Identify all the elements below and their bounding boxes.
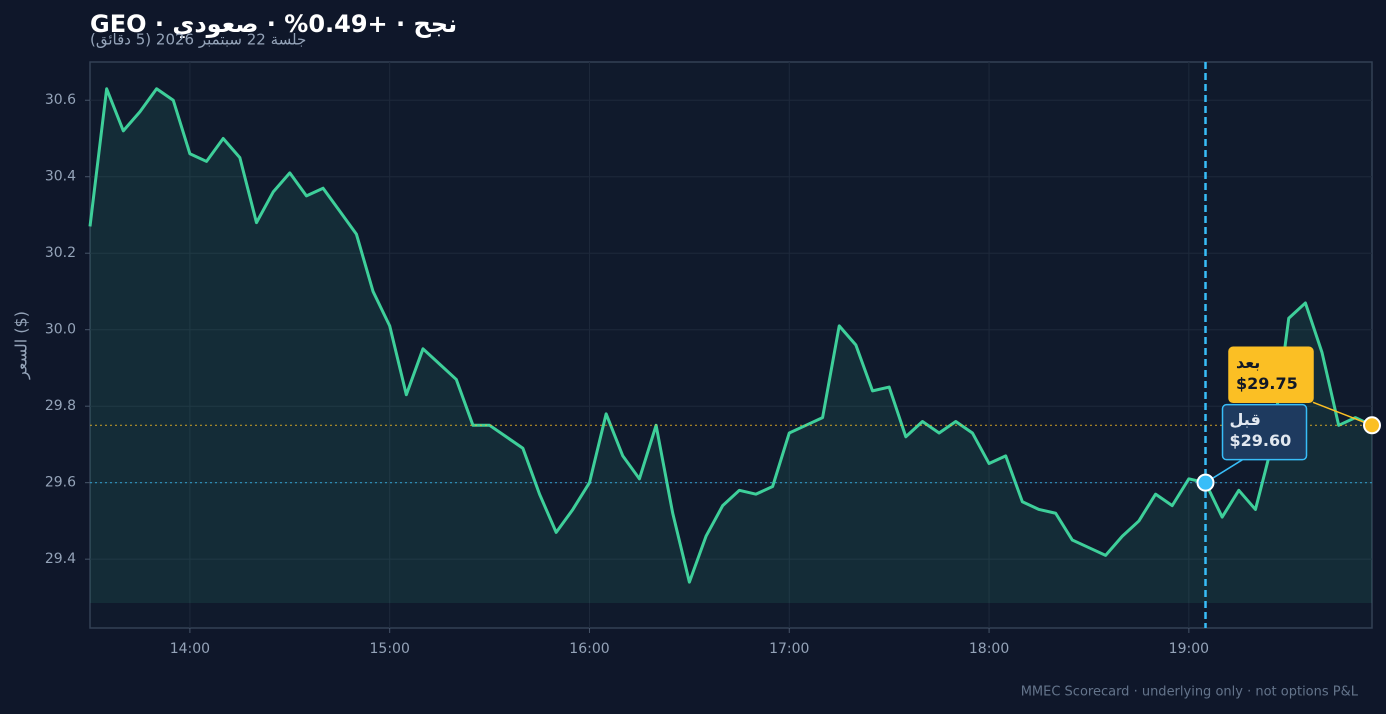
x-tick-label: 14:00 <box>170 641 210 657</box>
y-tick-label: 30.2 <box>45 245 76 261</box>
y-tick-label: 30.6 <box>45 92 76 108</box>
x-tick-label: 16:00 <box>569 641 609 657</box>
line-area <box>90 88 1372 603</box>
annotation-name: بعد <box>1236 353 1260 372</box>
annotation-value: $29.75 <box>1236 374 1298 393</box>
x-tick-label: 15:00 <box>370 641 410 657</box>
y-tick-label: 30.0 <box>45 322 76 338</box>
grid: 29.4 29.6 29.8 30.0 30.2 30.4 30.6 14:00 15:00 16… <box>45 62 1372 657</box>
annotation-box <box>1221 403 1308 461</box>
annotation-box <box>1228 346 1314 404</box>
y-axis-label: السعر ($) <box>12 311 32 380</box>
annotation-value: $29.60 <box>1230 431 1292 450</box>
marker-point <box>1196 473 1215 492</box>
y-tick-label: 29.4 <box>45 551 76 567</box>
y-tick-label: 29.8 <box>45 398 76 414</box>
x-tick-label: 17:00 <box>769 641 809 657</box>
annotation-arrow <box>1312 401 1373 427</box>
x-tick-label: 19:00 <box>1169 641 1209 657</box>
line <box>88 87 1373 584</box>
marker-point <box>1363 416 1381 435</box>
y-tick-label: 30.4 <box>45 169 76 185</box>
footer: MMEC Scorecard · underlying only · not o… <box>1021 685 1359 700</box>
plot: قبل $29.60 بعد $29.75 <box>88 62 1381 628</box>
plot-area <box>89 61 1373 629</box>
annotation-name: قبل <box>1230 410 1261 429</box>
x-tick-label: 18:00 <box>969 641 1009 657</box>
chart-title: GEO · نجح · +0.49% · صعودي <box>90 10 457 38</box>
chart-subtitle: جلسة 22 سبتمبر 2026 (5 دقائق) <box>90 31 306 49</box>
y-tick-label: 29.6 <box>45 475 76 491</box>
